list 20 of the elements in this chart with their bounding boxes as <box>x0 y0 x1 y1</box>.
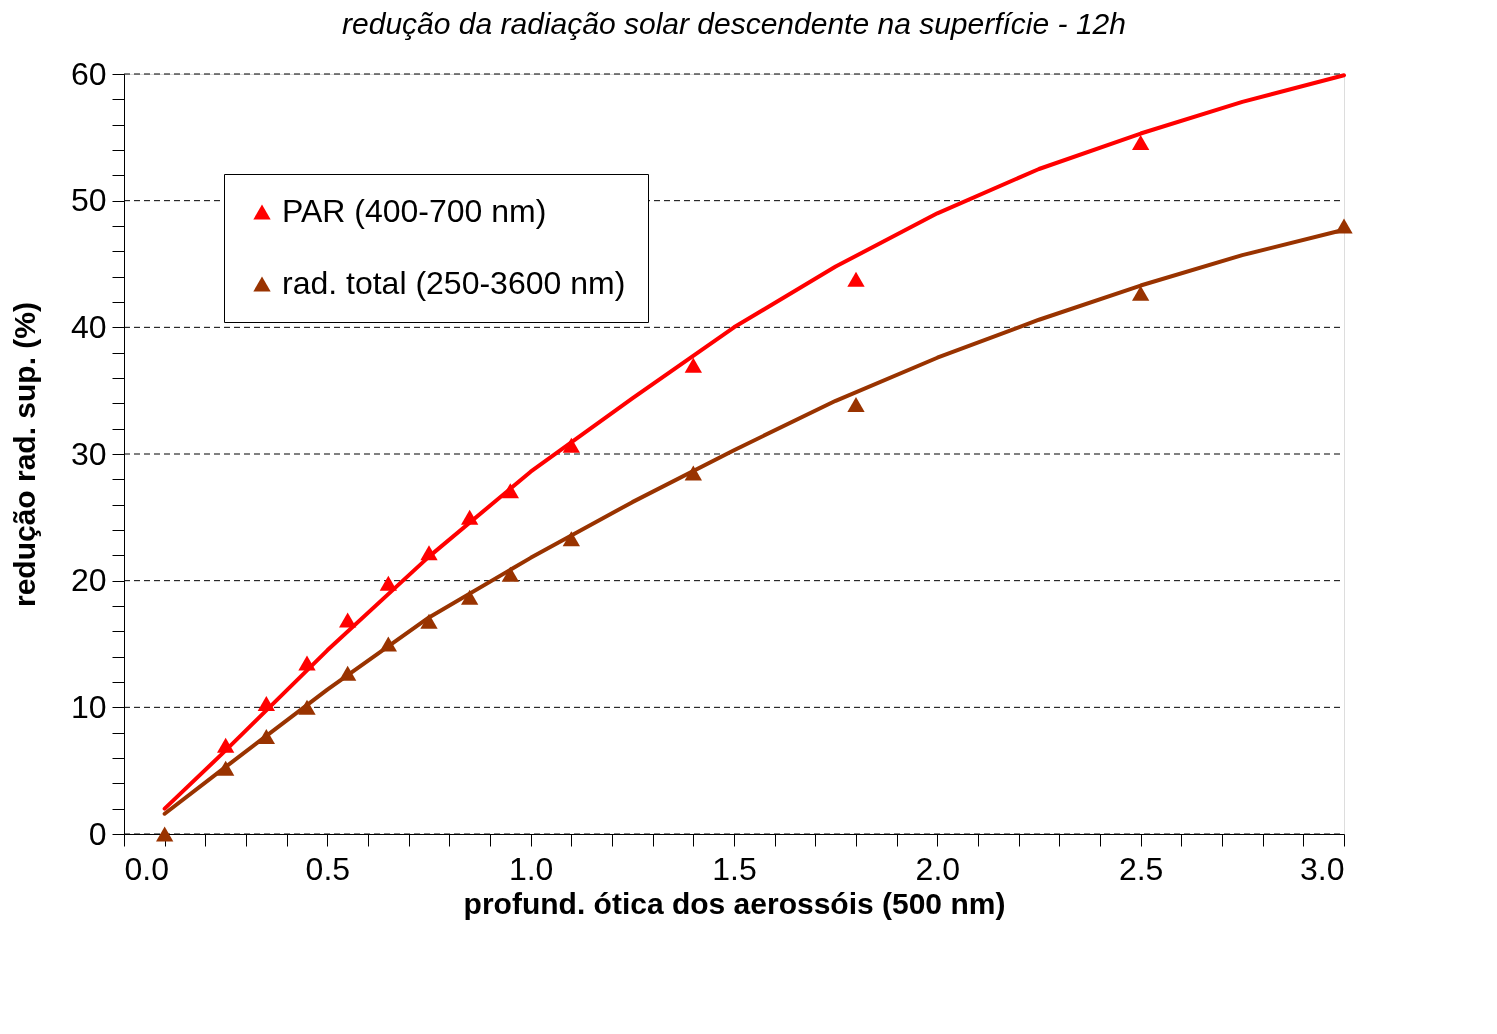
x-axis-title: profund. ótica dos aerossóis (500 nm) <box>463 886 1006 920</box>
x-tick-label: 3.0 <box>1300 850 1345 887</box>
x-tick-label: 2.0 <box>915 850 961 887</box>
legend-label: PAR (400-700 nm) <box>282 193 547 229</box>
y-tick-label: 40 <box>70 308 107 345</box>
y-axis-title: redução rad. sup. (%) <box>7 301 41 608</box>
line-series <box>162 73 1346 811</box>
y-tick-label: 20 <box>70 562 107 599</box>
legend-label: rad. total (250-3600 nm) <box>282 265 626 301</box>
y-tick-label: 30 <box>70 435 107 472</box>
y-tick-label: 10 <box>70 688 107 725</box>
x-tick-label: 2.5 <box>1118 850 1164 887</box>
chart-title: redução da radiação solar descendente na superfície - 12h <box>342 7 1126 40</box>
x-tick-label: 0.5 <box>305 850 351 887</box>
x-tick-label: 0.0 <box>124 850 169 887</box>
y-tick-label: 60 <box>70 55 107 92</box>
y-tick-label: 50 <box>70 182 107 219</box>
x-tick-label: 1.5 <box>712 850 757 887</box>
y-tick-label: 0 <box>88 815 107 852</box>
x-tick-label: 1.0 <box>508 850 554 887</box>
